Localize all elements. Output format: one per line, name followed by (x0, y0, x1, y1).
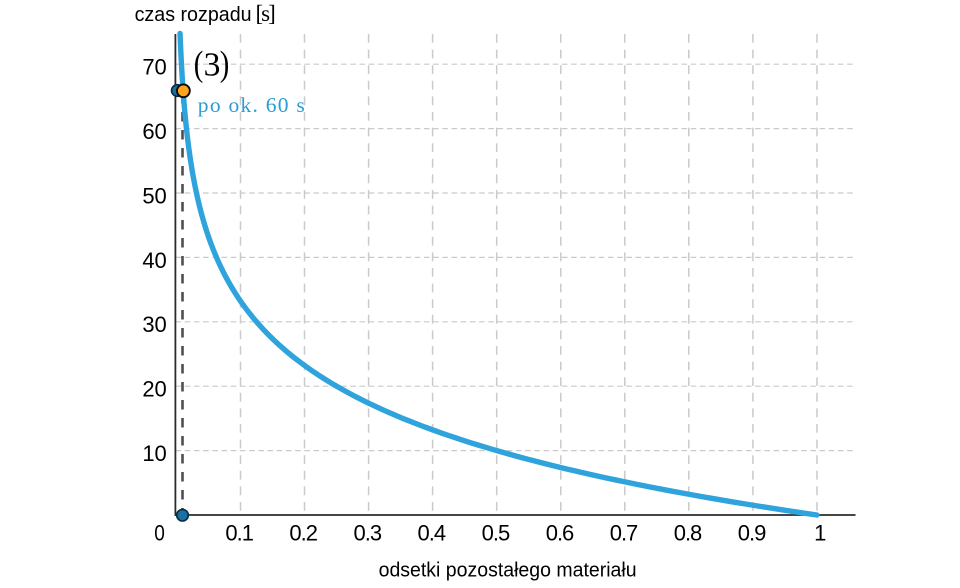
svg-text:): ) (220, 44, 230, 84)
svg-text:20: 20 (142, 377, 166, 402)
svg-text:0.6: 0.6 (546, 520, 574, 545)
svg-text:0.4: 0.4 (418, 520, 446, 545)
svg-text:0.8: 0.8 (674, 520, 702, 545)
svg-text:3: 3 (204, 47, 221, 84)
svg-text:1: 1 (814, 520, 826, 545)
svg-text:[s]: [s] (256, 1, 275, 26)
svg-text:czas rozpadu: czas rozpadu (135, 4, 252, 26)
svg-text:30: 30 (142, 312, 166, 337)
svg-text:0: 0 (154, 520, 165, 545)
svg-text:0.1: 0.1 (225, 520, 253, 545)
svg-text:50: 50 (142, 183, 166, 208)
svg-text:70: 70 (142, 55, 166, 80)
svg-text:0.2: 0.2 (289, 520, 317, 545)
svg-text:0.5: 0.5 (482, 520, 510, 545)
svg-text:po ok. 60 s: po ok. 60 s (198, 93, 305, 117)
svg-text:10: 10 (142, 441, 166, 466)
svg-text:60: 60 (142, 119, 166, 144)
svg-text:0.7: 0.7 (610, 520, 638, 545)
svg-text:40: 40 (142, 248, 166, 273)
svg-text:0.3: 0.3 (354, 520, 382, 545)
svg-text:0.9: 0.9 (738, 520, 766, 545)
svg-text:odsetki pozostałego materiału: odsetki pozostałego materiału (379, 560, 637, 582)
svg-text:(: ( (194, 44, 204, 84)
